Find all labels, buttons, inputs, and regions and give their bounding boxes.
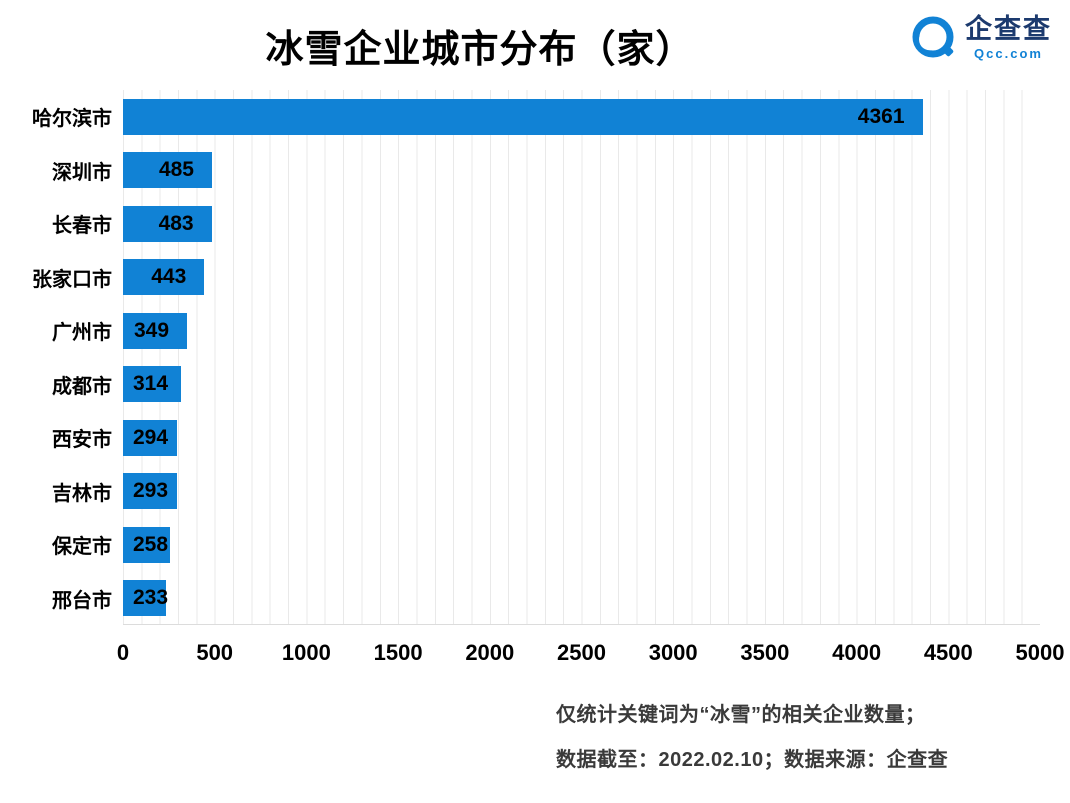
category-label: 成都市 (52, 375, 112, 398)
category-label: 张家口市 (32, 268, 112, 291)
x-tick-label: 1500 (373, 640, 423, 665)
footer-note-line1: 仅统计关键词为“冰雪”的相关企业数量； (556, 704, 926, 726)
bar (123, 419, 177, 456)
x-tick-label: 3500 (740, 640, 790, 665)
bar-row: 邢台市 233 (52, 572, 1040, 626)
x-tick-label: 4500 (923, 640, 973, 665)
category-label: 邢台市 (52, 589, 112, 612)
category-label: 保定市 (52, 536, 112, 559)
qcc-logo: 企查查 Qcc.com (909, 14, 1052, 62)
qcc-logo-icon (912, 16, 954, 58)
bar (123, 473, 177, 510)
value-label: 4361 (857, 104, 905, 128)
value-label: 233 (133, 586, 169, 610)
x-axis: 0 500 1000 1500 2000 2500 3000 3500 4000 4500 5000 (117, 640, 1065, 670)
category-label: 吉林市 (52, 482, 112, 505)
category-label: 长春市 (52, 215, 112, 238)
plot-area: 哈尔滨市 4361 深圳市 485 长春市 483 张家口市 443 广州市 349 成都市 314 西… (32, 90, 1040, 626)
value-label: 483 (158, 211, 194, 235)
bar-row: 广州市 349 (52, 304, 1040, 358)
bar (123, 312, 187, 349)
bar-row: 哈尔滨市 4361 (32, 90, 1040, 144)
value-label: 314 (133, 372, 169, 396)
bar-row: 保定市 258 (52, 518, 1040, 572)
bar (123, 205, 212, 242)
bar-row: 西安市 294 (52, 411, 1040, 465)
category-label: 哈尔滨市 (32, 108, 112, 131)
bar (123, 259, 205, 296)
x-tick-label: 4000 (832, 640, 882, 665)
category-label: 深圳市 (52, 161, 112, 184)
bar-row: 张家口市 443 (32, 251, 1040, 305)
bar-row: 深圳市 485 (52, 144, 1040, 198)
category-label: 广州市 (52, 322, 112, 345)
qcc-brand-name: 企查查 (965, 13, 1052, 44)
chart-title: 冰雪企业城市分布（家） (265, 29, 695, 71)
x-tick-label: 3000 (648, 640, 698, 665)
value-label: 349 (134, 318, 170, 342)
category-label: 西安市 (52, 429, 112, 452)
x-tick-label: 1000 (281, 640, 331, 665)
qcc-logo-text: 企查查 Qcc.com (965, 13, 1052, 62)
x-tick-label: 0 (116, 640, 130, 665)
x-tick-label: 2500 (557, 640, 606, 665)
bar-row: 吉林市 293 (52, 465, 1040, 519)
x-tick-label: 500 (196, 640, 234, 665)
bar (123, 366, 181, 403)
footer-note-line2: 数据截至：2022.02.10；数据来源：企查查 (556, 749, 949, 771)
value-label: 258 (133, 532, 169, 556)
bar (123, 152, 212, 189)
bar-row: 长春市 483 (52, 197, 1040, 251)
qcc-domain: Qcc.com (974, 46, 1043, 62)
x-tick-label: 2000 (465, 640, 515, 665)
bar-row: 成都市 314 (52, 358, 1040, 412)
bar (123, 98, 923, 135)
bar (123, 526, 171, 563)
x-tick-label: 5000 (1015, 640, 1065, 665)
value-label: 485 (158, 158, 194, 182)
value-label: 443 (151, 265, 187, 289)
value-label: 293 (133, 479, 169, 503)
bar (123, 580, 166, 617)
value-label: 294 (133, 425, 169, 449)
